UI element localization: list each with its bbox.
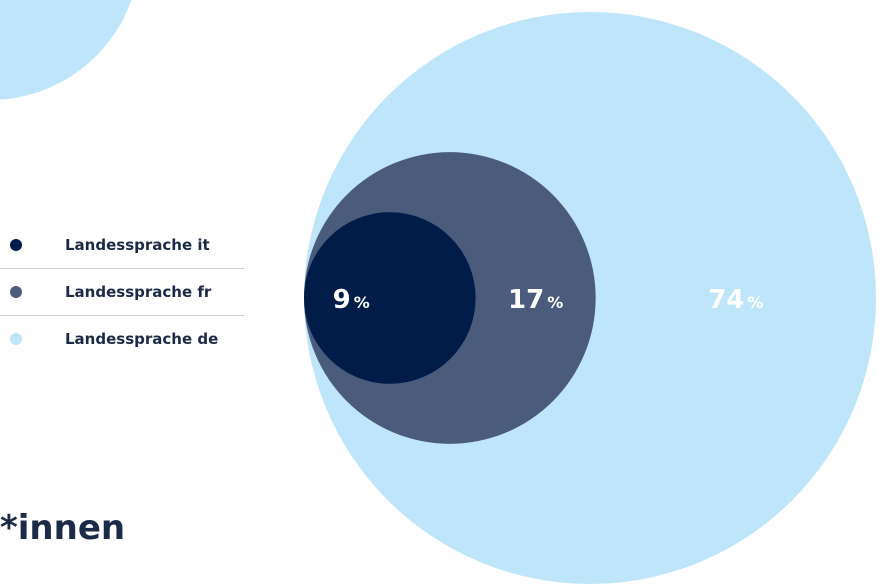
legend-label: Landessprache fr bbox=[65, 283, 212, 301]
heading-fragment: *innen bbox=[0, 508, 126, 548]
data-label-value: 74 bbox=[708, 285, 744, 315]
circle-landessprache-it bbox=[304, 212, 476, 384]
data-label-unit: % bbox=[354, 293, 370, 312]
data-label: 17% bbox=[508, 285, 563, 315]
data-label: 9% bbox=[333, 285, 370, 315]
legend: Landessprache it Landessprache fr Landessp… bbox=[0, 222, 244, 362]
legend-item: Landessprache de bbox=[0, 315, 244, 362]
data-label-unit: % bbox=[747, 293, 763, 312]
legend-dot-icon bbox=[10, 333, 22, 345]
legend-item: Landessprache fr bbox=[0, 268, 244, 315]
legend-dot-icon bbox=[10, 239, 22, 251]
legend-label: Landessprache it bbox=[65, 236, 210, 254]
legend-label: Landessprache de bbox=[65, 330, 219, 348]
data-label-unit: % bbox=[547, 293, 563, 312]
data-label: 74% bbox=[708, 285, 763, 315]
legend-dot-icon bbox=[10, 286, 22, 298]
data-label-value: 9 bbox=[333, 285, 351, 315]
legend-item: Landessprache it bbox=[0, 222, 244, 268]
data-label-value: 17 bbox=[508, 285, 544, 315]
